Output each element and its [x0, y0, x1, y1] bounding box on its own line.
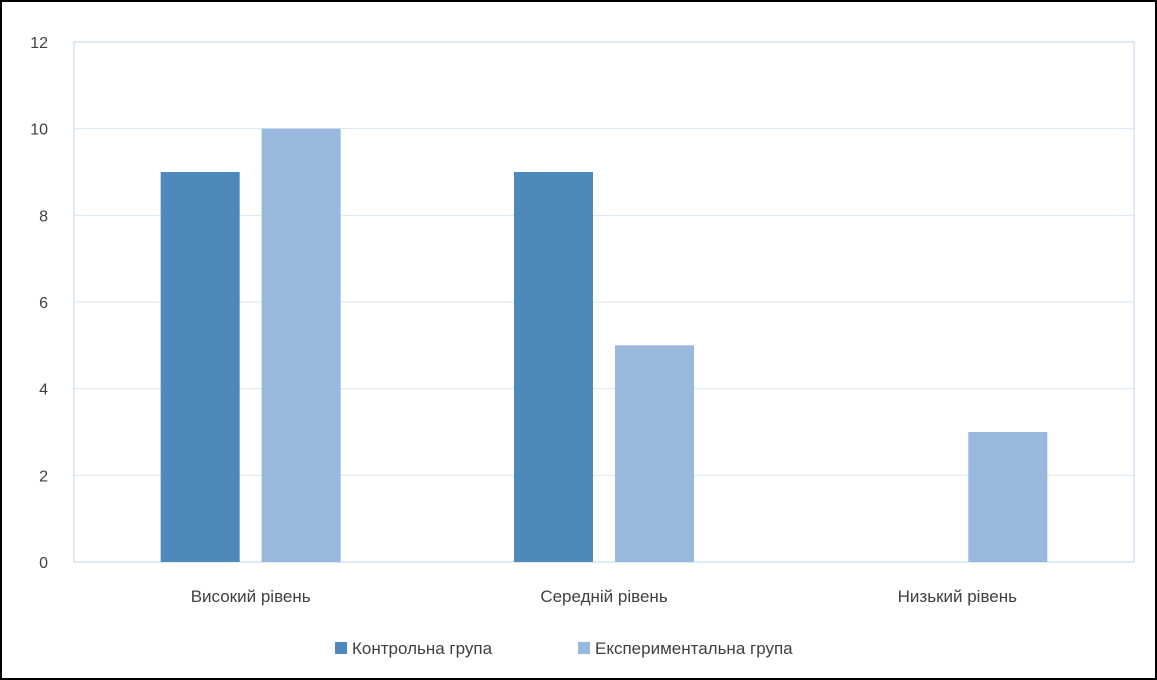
legend-swatch	[578, 642, 590, 654]
y-tick-label: 4	[39, 382, 48, 399]
plot-area-border	[73, 41, 1135, 563]
y-tick-label: 12	[30, 35, 48, 52]
y-tick-label: 8	[39, 208, 48, 225]
x-category-label: Низький рівень	[898, 587, 1017, 606]
bars	[160, 128, 1048, 562]
legend: Контрольна група Експериментальна група	[335, 639, 793, 658]
legend-swatch	[335, 642, 347, 654]
bar-experimental-3	[968, 432, 1048, 562]
legend-label: Контрольна група	[352, 639, 493, 658]
y-tick-label: 0	[39, 555, 48, 572]
x-category-label: Високий рівень	[191, 587, 311, 606]
bar-control-1	[160, 172, 240, 562]
y-tick-label: 10	[30, 122, 48, 139]
legend-label: Експериментальна група	[595, 639, 793, 658]
y-axis-labels: 0 2 4 6 8 10 12	[30, 35, 48, 572]
x-axis-labels: Високий рівень Середній рівень Низький рів…	[191, 587, 1017, 606]
y-tick-label: 2	[39, 468, 48, 485]
gridlines	[73, 41, 1135, 563]
x-category-label: Середній рівень	[540, 587, 667, 606]
bar-experimental-1	[261, 128, 341, 562]
bar-experimental-2	[615, 345, 694, 562]
bar-control-2	[514, 172, 593, 562]
y-tick-label: 6	[39, 295, 48, 312]
